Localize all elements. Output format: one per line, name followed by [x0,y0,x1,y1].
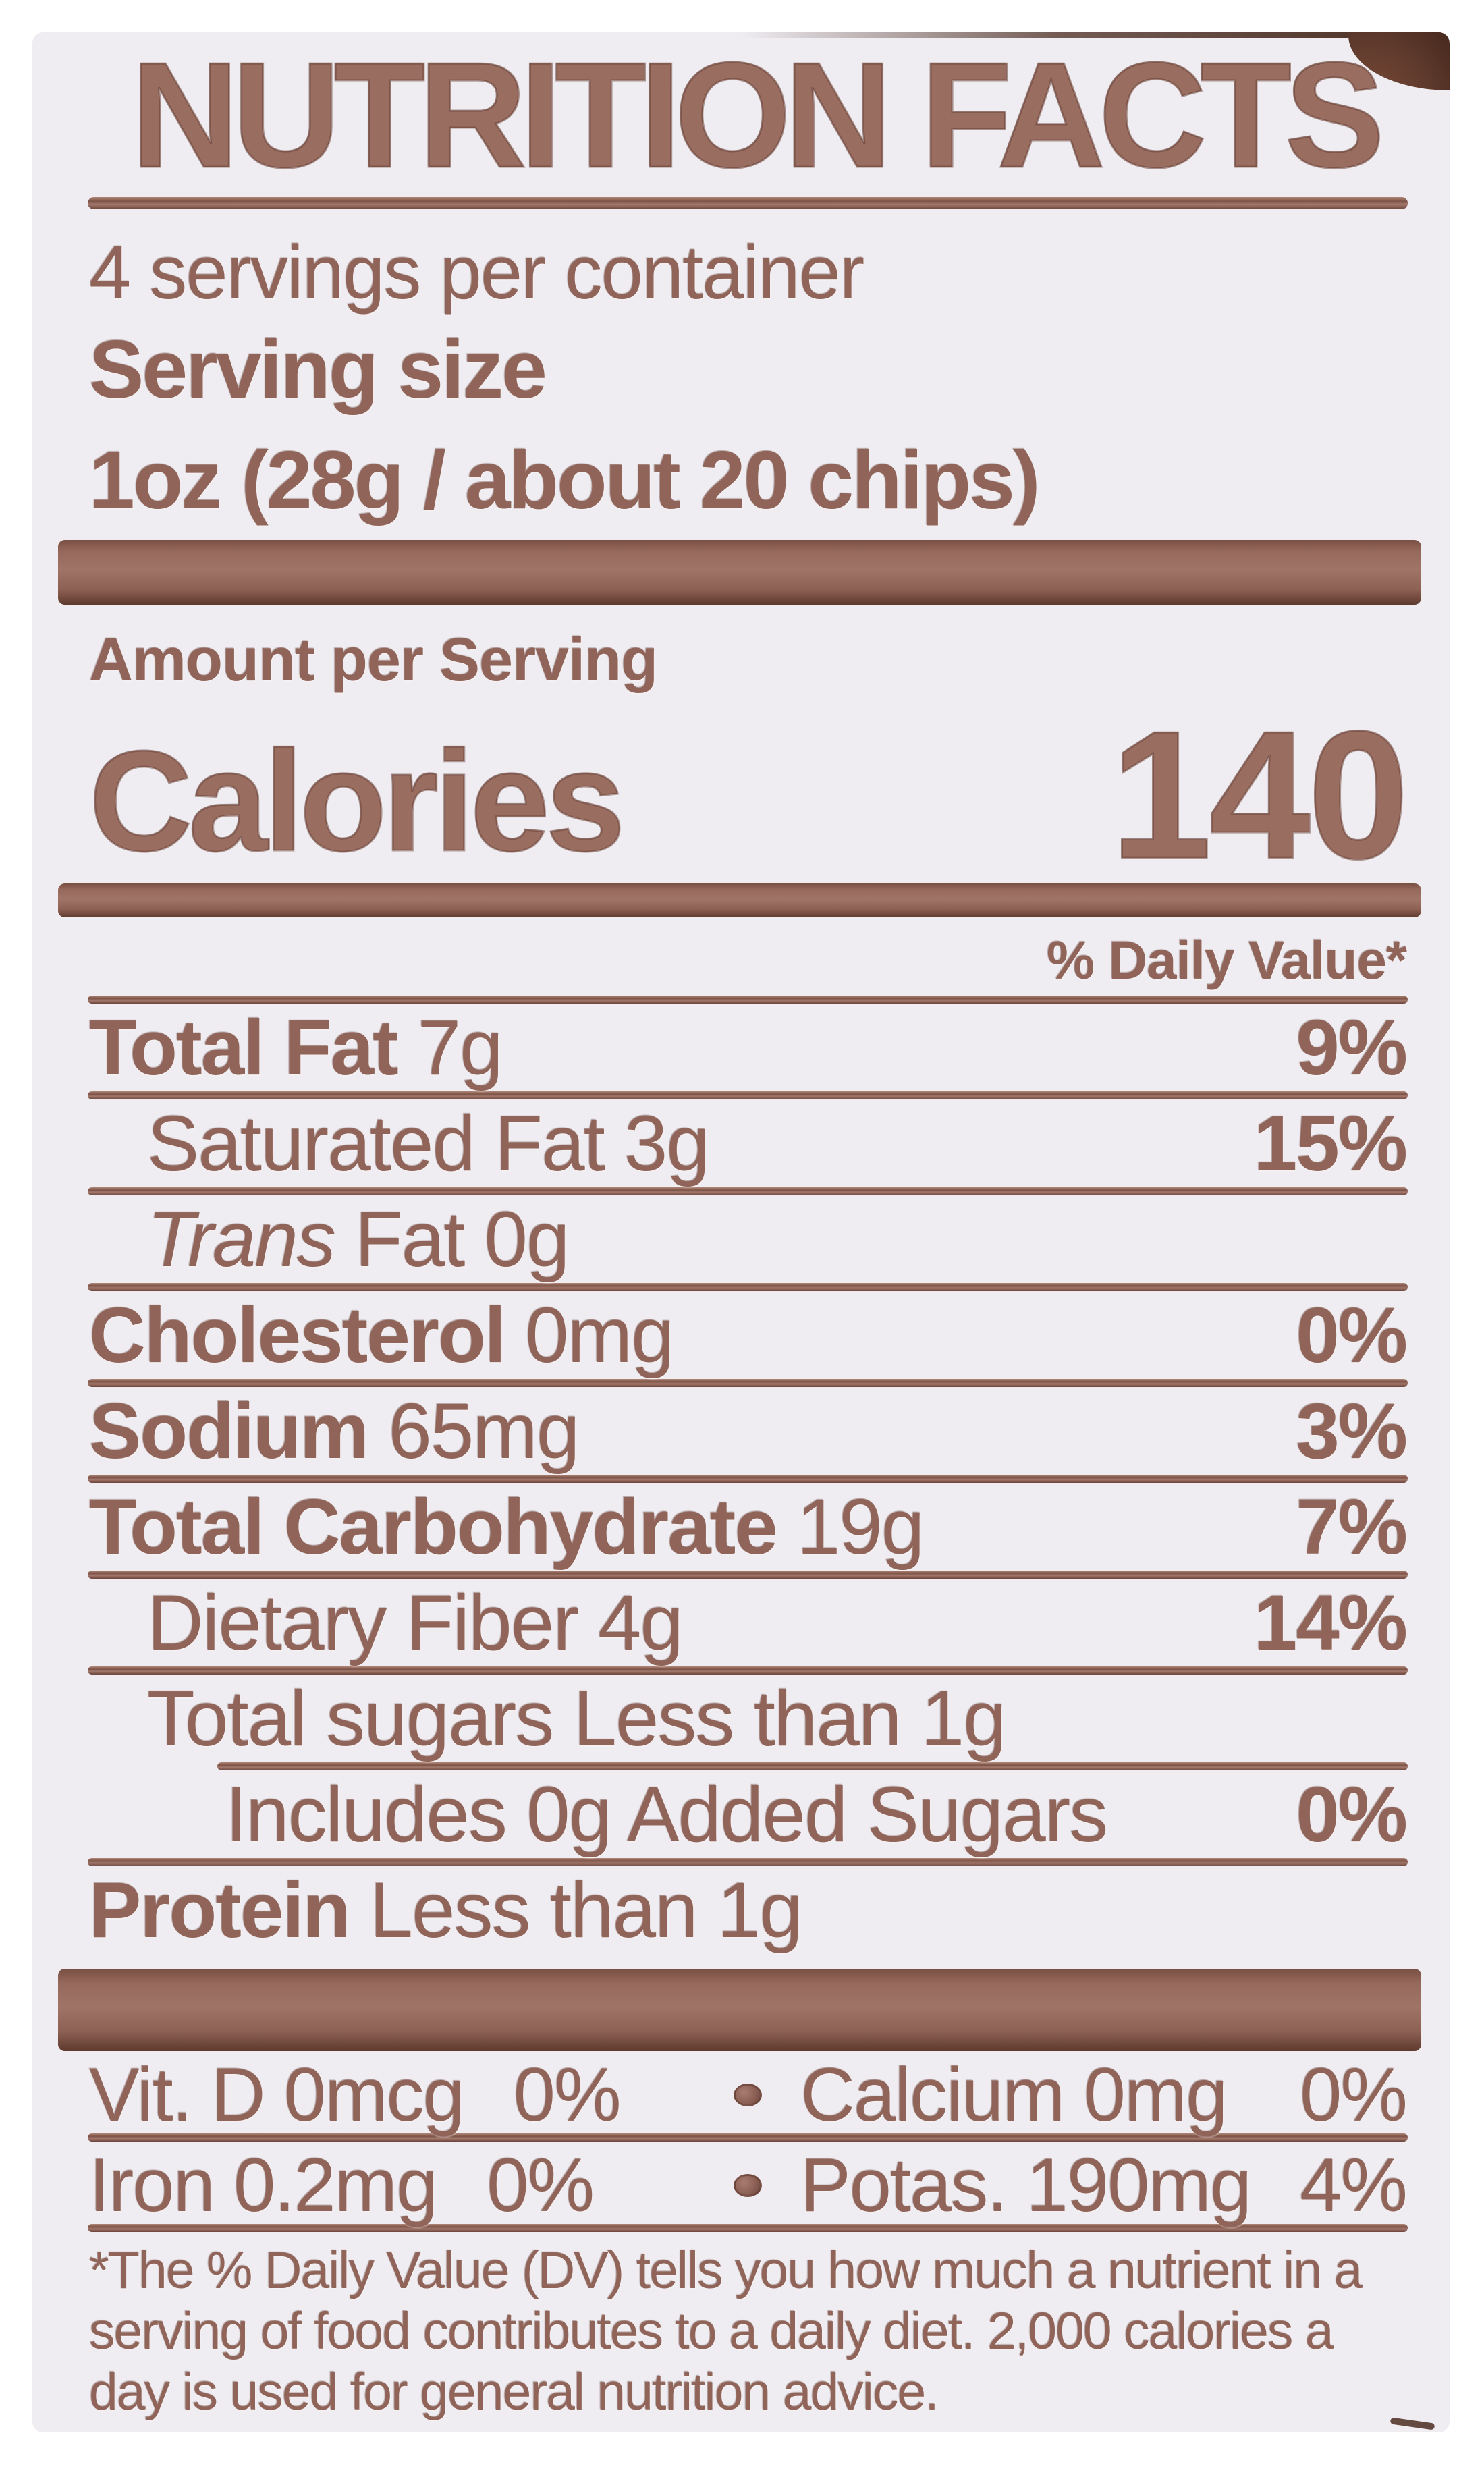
micronutrient-dv: 0% [1300,2052,1408,2137]
nutrient-amount: 65mg [388,1387,580,1475]
nutrient-name: Includes 0g Added Sugars [225,1770,1108,1858]
section-bar [58,1969,1421,2051]
divider-rule [88,1475,1408,1483]
footnote-line: day is used for general nutrition advice… [89,2363,939,2421]
calories-row: Calories 140 [63,694,1416,897]
nutrient-name: Protein [89,1866,351,1954]
daily-value-footnote: *The % Daily Value (DV) tells you how mu… [63,2240,1416,2422]
nutrient-dv: 14% [1253,1579,1408,1666]
section-bar [58,883,1421,917]
calories-label: Calories [88,721,627,881]
serving-size-label: Serving size [89,323,547,415]
nutrient-amount: 4g [597,1579,684,1666]
nutrient-name-italic: Trans [147,1195,336,1283]
nutrient-row-saturated-fat: Saturated Fat 3g 15% [63,1099,1416,1187]
daily-value-header: % Daily Value* [1047,930,1407,990]
nutrient-dv: 7% [1296,1483,1408,1571]
micronutrient-dv: 4% [1300,2143,1408,2227]
micronutrient-row-1: Vit. D 0mcg 0% Calcium 0mg 0% [63,2051,1416,2137]
micronutrient-name: Potas. 190mg [800,2143,1252,2227]
divider-rule [88,1283,1408,1291]
footnote-line: *The % Daily Value (DV) tells you how mu… [89,2241,1363,2299]
calories-value: 140 [1109,694,1410,897]
divider-rule [88,1091,1408,1099]
divider-rule [217,1762,1408,1770]
divider-rule [88,2133,1408,2142]
nutrient-name: Total sugars [147,1675,554,1762]
nutrient-row-trans-fat: Trans Fat 0g [63,1195,1416,1283]
nutrient-row-cholesterol: Cholesterol 0mg 0% [63,1291,1416,1379]
serving-size-value: 1oz (28g / about 20 chips) [89,434,1041,526]
divider-rule [88,197,1408,209]
footnote-line: serving of food contributes to a daily d… [89,2302,1334,2360]
nutrient-name: Fat [354,1195,466,1283]
nutrient-name: Sodium [89,1387,369,1475]
bullet-separator-icon [733,2173,762,2197]
micronutrient-name: Calcium 0mg [800,2052,1228,2137]
nutrient-name: Total Fat [89,1004,399,1091]
nutrient-row-protein: Protein Less than 1g [63,1866,1416,1954]
nutrient-amount: 3g [624,1099,710,1187]
nutrient-dv: 3% [1296,1387,1408,1475]
micronutrient-row-2: Iron 0.2mg 0% Potas. 190mg 4% [63,2142,1416,2227]
nutrient-amount: 0g [484,1195,570,1283]
divider-rule [88,1666,1408,1675]
divider-rule [88,996,1408,1004]
nutrient-name: Dietary Fiber [147,1579,579,1666]
nutrient-amount: 19g [796,1483,925,1571]
nutrient-dv: 0% [1296,1770,1408,1858]
nutrient-amount: 7g [417,1004,503,1091]
divider-rule [88,2224,1408,2232]
nutrient-row-sodium: Sodium 65mg 3% [63,1387,1416,1475]
section-bar [58,540,1421,605]
divider-rule [88,1858,1408,1866]
nutrient-row-dietary-fiber: Dietary Fiber 4g 14% [63,1579,1416,1666]
divider-rule [88,1571,1408,1579]
nutrient-name: Saturated Fat [147,1099,605,1187]
nutrient-name: Total Carbohydrate [89,1483,778,1571]
divider-rule [88,1379,1408,1387]
nutrient-row-added-sugars: Includes 0g Added Sugars 0% [63,1770,1416,1858]
nutrient-amount: 0mg [525,1291,675,1379]
micronutrient-dv: 0% [487,2143,595,2227]
micronutrient-name: Iron 0.2mg [89,2143,438,2227]
nutrition-label: NUTRITION FACTS 4 servings per container… [32,32,1450,2432]
nutrient-amount: Less than 1g [369,1866,803,1954]
micronutrient-dv: 0% [513,2052,622,2137]
nutrient-amount: Less than 1g [573,1675,1006,1762]
bullet-separator-icon [733,2083,762,2106]
nutrient-dv: 0% [1296,1291,1408,1379]
label-title: NUTRITION FACTS [130,32,1386,199]
micronutrient-name: Vit. D 0mcg [89,2052,465,2137]
nutrient-row-total-carbohydrate: Total Carbohydrate 19g 7% [63,1483,1416,1571]
nutrient-row-total-fat: Total Fat 7g 9% [63,1004,1416,1091]
nutrient-row-total-sugars: Total sugars Less than 1g [63,1675,1416,1762]
divider-rule [88,1187,1408,1195]
servings-per-container: 4 servings per container [89,230,864,315]
nutrient-dv: 15% [1253,1099,1408,1187]
nutrient-name: Cholesterol [89,1291,506,1379]
amount-per-serving-label: Amount per Serving [89,626,658,694]
nutrient-dv: 9% [1296,1004,1408,1091]
